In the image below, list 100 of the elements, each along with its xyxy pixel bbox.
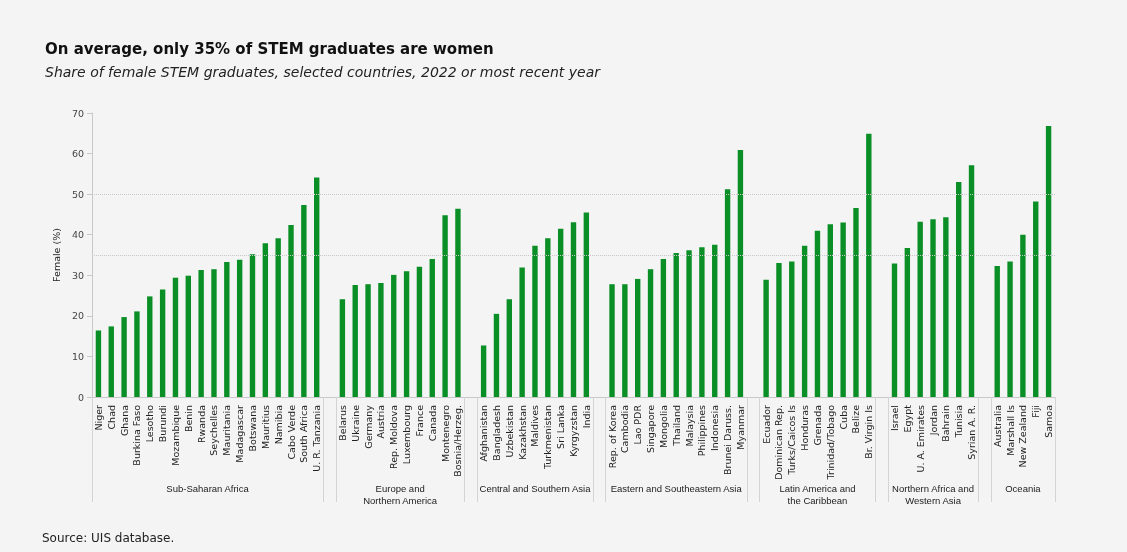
x-tick-label: Br. Virgin Is: [863, 404, 875, 459]
bar: [840, 222, 846, 397]
bar: [108, 326, 114, 397]
x-tick-label: Cabo Verde: [285, 404, 297, 460]
x-tick-label: Myanmar: [734, 404, 746, 450]
bar: [943, 217, 949, 397]
bar: [673, 252, 679, 397]
text: Northern Africa and Western Asia: [892, 482, 974, 506]
x-tick-label: Syrian A. R.: [966, 405, 978, 460]
x-tick-label: Honduras: [799, 404, 811, 451]
x-tick-label: Maldives: [529, 404, 541, 447]
x-tick-label: Tunisia: [953, 405, 965, 439]
x-tick-label: Sri Lanka: [555, 405, 567, 449]
y-tick-label: 0: [77, 391, 84, 403]
text: Oceania: [1005, 482, 1042, 494]
bar: [198, 270, 204, 397]
bar: [95, 330, 102, 397]
x-tick-label: Seychelles: [208, 404, 220, 456]
bar: [930, 219, 936, 397]
x-tick-label: Israel: [889, 405, 900, 431]
bar: [776, 263, 782, 397]
x-tick-label: Indonesia: [709, 405, 721, 451]
x-tick-label: Malaysia: [683, 405, 695, 447]
y-tick-label: 70: [71, 107, 84, 119]
source-note: Source: UIS database.: [42, 531, 175, 545]
bar: [455, 208, 461, 397]
x-tick-label: Turks/Caicos Is: [786, 404, 798, 476]
x-tick-label: Germany: [362, 404, 374, 449]
bar: [339, 299, 346, 397]
bar: [493, 313, 500, 397]
x-tick-label: Austria: [375, 405, 387, 439]
bar: [545, 238, 551, 397]
x-tick-label: Bahrain: [940, 405, 952, 442]
x-tick-label: Kazakhstan: [516, 405, 528, 460]
bar: [583, 212, 590, 397]
x-tick-label: Rwanda: [195, 405, 207, 444]
bar: [557, 228, 564, 397]
chart-subtitle: Share of female STEM graduates, selected countries, 2022 or most recent year: [45, 64, 602, 80]
bar: [827, 224, 833, 397]
bar: [301, 205, 307, 397]
x-tick-label: Turkmenistan: [542, 405, 554, 471]
y-tick-label: 10: [71, 350, 84, 362]
x-tick-label: Cuba: [837, 405, 849, 430]
y-tick-label: 40: [71, 229, 84, 241]
bar: [635, 278, 641, 397]
x-tick-label: Namibia: [272, 405, 284, 445]
x-tick-label: Uzbekistan: [503, 405, 515, 458]
bar: [956, 181, 962, 397]
x-tick-label: Afghanistan: [478, 405, 490, 462]
bar: [352, 285, 358, 397]
x-tick-label: Fiji: [1030, 405, 1042, 418]
x-tick-label: U. R. Tanzania: [311, 405, 323, 472]
x-tick-label: Philippines: [696, 404, 708, 457]
x-tick-label: Benin: [182, 405, 194, 433]
bar: [763, 279, 769, 397]
x-tick-label: Burkina Faso: [131, 404, 143, 466]
bar: [570, 222, 577, 397]
bar: [134, 311, 140, 397]
text: Latin America and the Caribbean: [779, 482, 856, 506]
bar: [660, 259, 667, 397]
x-tick-label: Samoa: [1043, 405, 1055, 438]
x-tick-label: Luxembourg: [401, 405, 413, 465]
bar: [262, 243, 269, 397]
bar: [147, 296, 153, 397]
y-tick-label: 30: [71, 269, 84, 281]
x-tick-label: Bosnia/Herzeg.: [452, 405, 464, 477]
x-tick-label: Montenegro: [439, 404, 451, 463]
x-tick-label: Jordan: [927, 405, 939, 437]
y-axis-title: Female (%): [50, 228, 62, 282]
chart-title: On average, only 35% of STEM graduates are women: [45, 39, 494, 58]
x-tick-label: Brunei Daruss.: [722, 405, 734, 475]
x-tick-label: Ghana: [118, 405, 130, 437]
x-tick-label: Madagascar: [234, 404, 246, 463]
bar: [1033, 201, 1039, 397]
bar: [185, 275, 191, 397]
bar: [1007, 261, 1013, 397]
bar: [801, 245, 808, 397]
x-tick-label: Rep. of Korea: [606, 405, 618, 469]
x-tick-label: Kyrgyzstan: [568, 405, 579, 458]
x-tick-label: New Zealand: [1017, 405, 1029, 468]
bar: [159, 289, 166, 397]
x-tick-label: Botswana: [247, 405, 258, 452]
x-tick-label: Mongolia: [657, 405, 669, 448]
x-tick-label: Mozambique: [169, 404, 181, 466]
bar: [442, 215, 448, 397]
bar: [968, 165, 975, 397]
x-tick-label: Chad: [105, 405, 117, 430]
x-tick-label: Thailand: [670, 405, 682, 447]
bar: [365, 284, 371, 397]
bar: [891, 263, 898, 397]
text: Central and Southern Asia: [479, 482, 592, 494]
x-tick-label: Belize: [850, 404, 862, 434]
x-tick-label: France: [413, 404, 425, 437]
bar: [647, 269, 654, 397]
bar: [917, 221, 923, 397]
x-tick-label: Grenada: [811, 405, 823, 446]
x-tick-label: Egypt: [901, 404, 913, 433]
x-tick-label: Belarus: [336, 404, 348, 441]
bar: [712, 244, 718, 397]
bar: [789, 261, 795, 397]
